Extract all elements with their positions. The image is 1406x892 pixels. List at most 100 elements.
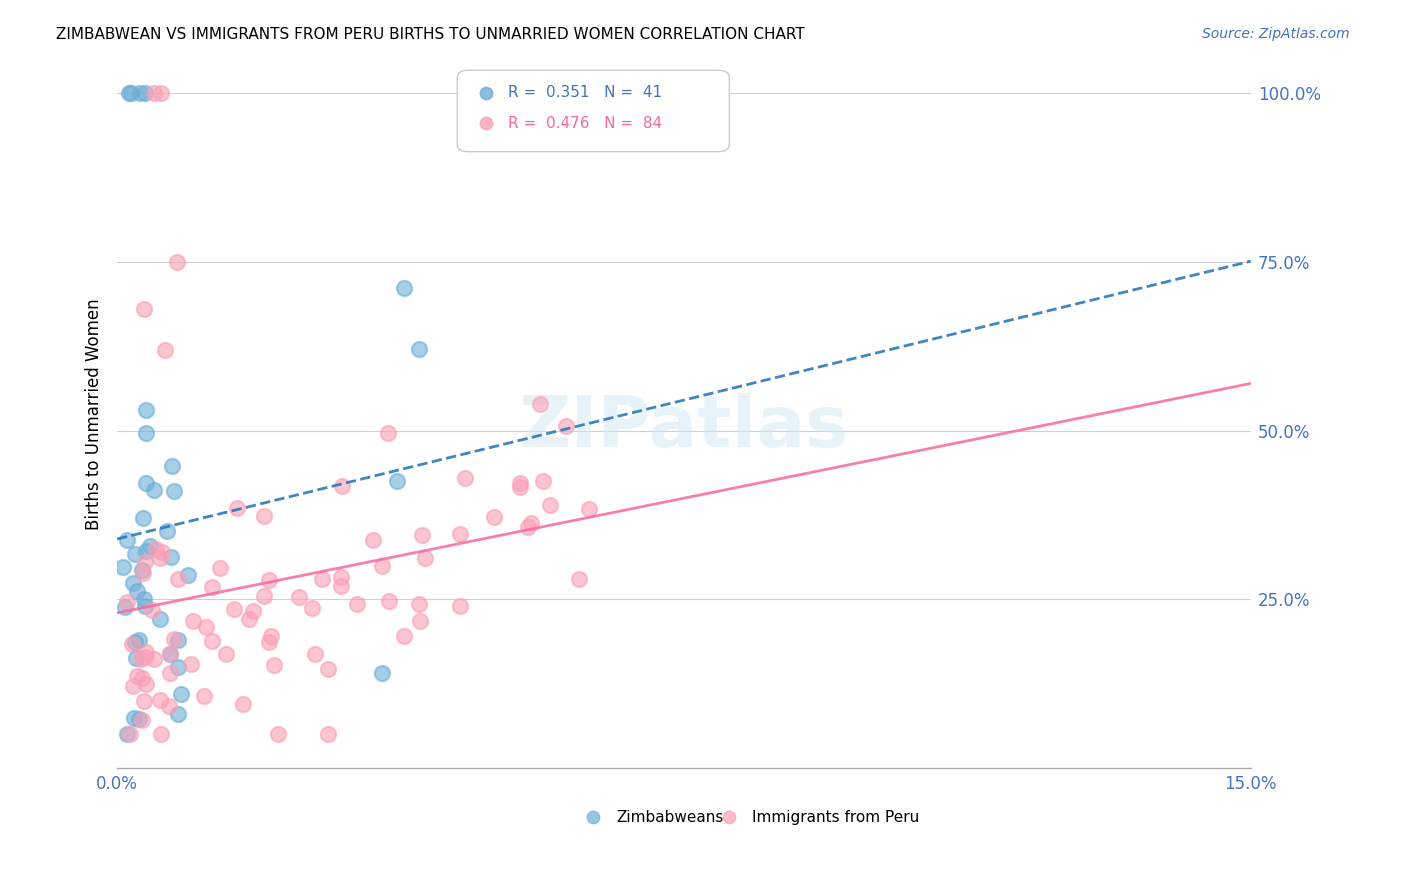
Zimbabweans (159, 648, 181, 662)
Zimbabweans (134, 87, 156, 101)
Immigrants from Peru (253, 509, 276, 524)
Immigrants from Peru (413, 550, 436, 565)
Immigrants from Peru (316, 662, 339, 676)
Zimbabweans (128, 632, 150, 647)
Immigrants from Peru (157, 699, 180, 714)
Immigrants from Peru (195, 620, 218, 634)
Immigrants from Peru (253, 590, 276, 604)
Immigrants from Peru (260, 628, 283, 642)
Immigrants from Peru (408, 615, 430, 629)
Immigrants from Peru (509, 480, 531, 494)
Immigrants from Peru (568, 572, 591, 586)
Immigrants from Peru (115, 595, 138, 609)
Immigrants from Peru (149, 551, 172, 566)
Text: R =  0.476   N =  84: R = 0.476 N = 84 (509, 116, 662, 131)
Text: R =  0.351   N =  41: R = 0.351 N = 41 (509, 86, 662, 101)
Immigrants from Peru (449, 527, 471, 541)
Immigrants from Peru (163, 632, 186, 647)
Immigrants from Peru (180, 657, 202, 671)
Immigrants from Peru (531, 474, 554, 488)
Immigrants from Peru (394, 629, 416, 643)
Immigrants from Peru (134, 650, 156, 665)
Immigrants from Peru (529, 397, 551, 411)
Immigrants from Peru (127, 669, 149, 683)
Zimbabweans (370, 666, 392, 681)
Zimbabweans (166, 706, 188, 721)
Immigrants from Peru (363, 533, 385, 547)
Immigrants from Peru (143, 651, 166, 665)
Zimbabweans (124, 547, 146, 561)
Immigrants from Peru (132, 566, 155, 580)
Immigrants from Peru (143, 87, 166, 101)
Immigrants from Peru (150, 544, 173, 558)
Zimbabweans (163, 484, 186, 499)
Immigrants from Peru (129, 652, 152, 666)
Text: Zimbabweans: Zimbabweans (616, 810, 723, 825)
Immigrants from Peru (141, 603, 163, 617)
Immigrants from Peru (222, 602, 245, 616)
Immigrants from Peru (454, 471, 477, 485)
Immigrants from Peru (370, 558, 392, 573)
Immigrants from Peru (209, 561, 232, 575)
Immigrants from Peru (377, 425, 399, 440)
Immigrants from Peru (304, 647, 326, 661)
Immigrants from Peru (132, 302, 155, 317)
Zimbabweans (394, 281, 416, 295)
Zimbabweans (139, 540, 162, 554)
Immigrants from Peru (263, 657, 285, 672)
Immigrants from Peru (330, 579, 353, 593)
Zimbabweans (124, 635, 146, 649)
Zimbabweans (408, 342, 430, 356)
Immigrants from Peru (225, 500, 247, 515)
Zimbabweans (134, 599, 156, 614)
Immigrants from Peru (449, 599, 471, 613)
Zimbabweans (135, 403, 157, 417)
Immigrants from Peru (301, 601, 323, 615)
Immigrants from Peru (167, 572, 190, 586)
Zimbabweans (149, 613, 172, 627)
Immigrants from Peru (131, 713, 153, 727)
Y-axis label: Births to Unmarried Women: Births to Unmarried Women (86, 298, 103, 530)
Immigrants from Peru (135, 645, 157, 659)
Text: ZIMBABWEAN VS IMMIGRANTS FROM PERU BIRTHS TO UNMARRIED WOMEN CORRELATION CHART: ZIMBABWEAN VS IMMIGRANTS FROM PERU BIRTH… (56, 27, 806, 42)
Immigrants from Peru (517, 520, 540, 534)
Immigrants from Peru (145, 541, 167, 556)
Zimbabweans (156, 524, 179, 538)
Immigrants from Peru (166, 255, 188, 269)
Zimbabweans (170, 687, 193, 701)
Zimbabweans (128, 87, 150, 101)
Zimbabweans (125, 651, 148, 665)
Zimbabweans (115, 727, 138, 741)
Immigrants from Peru (120, 727, 142, 741)
Zimbabweans (134, 591, 156, 606)
Zimbabweans (135, 476, 157, 491)
Immigrants from Peru (134, 555, 156, 569)
Immigrants from Peru (181, 614, 204, 628)
Immigrants from Peru (232, 697, 254, 711)
Immigrants from Peru (153, 343, 176, 357)
Text: ZIPatlas: ZIPatlas (519, 393, 849, 462)
Zimbabweans (121, 576, 143, 591)
Immigrants from Peru (259, 635, 281, 649)
Immigrants from Peru (330, 479, 353, 493)
Immigrants from Peru (150, 87, 173, 101)
Immigrants from Peru (411, 527, 433, 541)
Immigrants from Peru (311, 573, 333, 587)
Immigrants from Peru (346, 597, 368, 611)
Immigrants from Peru (159, 665, 181, 680)
Immigrants from Peru (132, 693, 155, 707)
Immigrants from Peru (238, 611, 260, 625)
Zimbabweans (120, 87, 142, 101)
Zimbabweans (114, 599, 136, 614)
Immigrants from Peru (509, 475, 531, 490)
Zimbabweans (160, 458, 183, 473)
Zimbabweans (111, 559, 134, 574)
Immigrants from Peru (150, 727, 173, 741)
Immigrants from Peru (288, 590, 311, 604)
Immigrants from Peru (215, 647, 238, 661)
Immigrants from Peru (408, 597, 430, 611)
Zimbabweans (166, 659, 188, 673)
Immigrants from Peru (540, 498, 562, 512)
Zimbabweans (167, 632, 190, 647)
Zimbabweans (131, 510, 153, 524)
